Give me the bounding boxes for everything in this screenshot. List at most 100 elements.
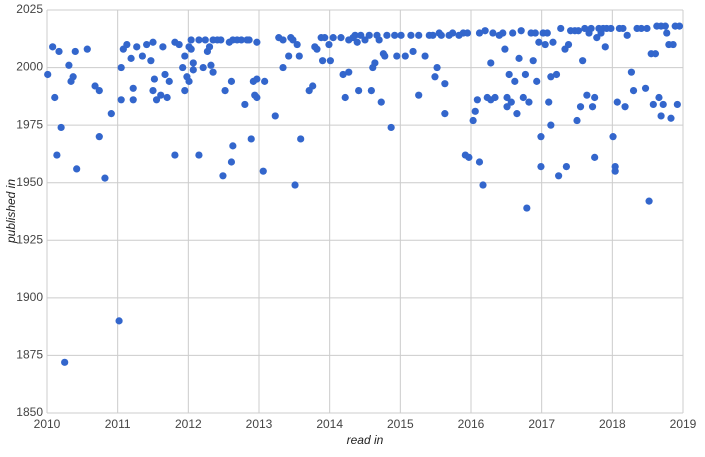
point	[637, 24, 645, 33]
point	[499, 29, 507, 37]
point	[663, 29, 671, 37]
point	[117, 63, 125, 72]
point	[229, 142, 237, 150]
point	[149, 87, 157, 95]
point	[431, 73, 439, 81]
x-tick-label: 2018	[599, 417, 626, 431]
point	[673, 100, 681, 109]
point	[509, 29, 517, 37]
point	[501, 45, 509, 53]
x-tick-label: 2012	[175, 417, 202, 431]
point	[541, 40, 549, 49]
point	[593, 34, 601, 42]
point	[588, 103, 597, 111]
point	[545, 98, 553, 106]
point	[415, 31, 423, 39]
point	[573, 116, 581, 125]
point	[253, 75, 261, 83]
point	[207, 61, 215, 69]
point	[205, 43, 214, 51]
point	[562, 162, 571, 171]
point	[129, 84, 137, 92]
point	[441, 80, 449, 88]
point	[391, 31, 399, 39]
point	[387, 123, 395, 132]
point	[195, 36, 203, 44]
point	[181, 87, 189, 95]
point	[449, 29, 457, 37]
point	[107, 110, 115, 118]
point	[623, 31, 631, 39]
y-tick-label: 1975	[16, 117, 43, 131]
point	[513, 110, 521, 118]
point	[601, 43, 609, 51]
point	[297, 135, 305, 143]
point	[313, 45, 321, 53]
point	[675, 22, 684, 30]
point	[481, 27, 489, 35]
point	[613, 98, 621, 106]
point	[475, 29, 484, 37]
point	[152, 96, 161, 104]
point	[101, 174, 109, 182]
point	[143, 40, 151, 49]
point	[535, 38, 543, 46]
point	[591, 153, 599, 161]
point	[609, 133, 617, 141]
point	[149, 38, 157, 46]
x-tick-label: 2013	[246, 417, 273, 431]
point	[587, 24, 595, 33]
point	[533, 77, 541, 85]
point	[409, 47, 417, 56]
point	[371, 59, 379, 67]
point	[65, 61, 73, 69]
point	[285, 52, 293, 60]
point	[471, 107, 479, 115]
point	[326, 57, 334, 65]
point	[71, 47, 79, 56]
point	[503, 93, 511, 102]
point	[645, 197, 653, 205]
point	[237, 36, 245, 44]
point	[429, 31, 437, 39]
x-tick-label: 2017	[528, 417, 555, 431]
point	[83, 45, 91, 53]
point	[181, 52, 189, 60]
x-axis-title: read in	[347, 433, 384, 447]
point	[171, 151, 179, 159]
point	[491, 93, 499, 102]
y-tick-label: 2025	[16, 2, 43, 16]
point	[479, 181, 487, 189]
point	[289, 36, 297, 44]
point	[309, 82, 317, 90]
point	[295, 52, 303, 60]
point	[487, 59, 495, 67]
point	[441, 110, 449, 118]
point	[129, 96, 137, 104]
point	[150, 75, 159, 83]
point	[564, 40, 573, 49]
point	[521, 70, 530, 79]
point	[649, 100, 657, 109]
point	[353, 38, 361, 46]
point	[401, 52, 409, 60]
point	[345, 68, 353, 76]
point	[253, 93, 261, 102]
point	[51, 93, 59, 102]
point	[669, 40, 677, 49]
point	[291, 181, 299, 189]
point	[351, 31, 359, 39]
point	[433, 63, 441, 72]
point	[537, 162, 545, 171]
point	[627, 68, 636, 76]
point	[165, 77, 173, 85]
point	[221, 87, 229, 95]
point	[629, 87, 638, 95]
point	[91, 82, 99, 90]
point	[473, 96, 481, 104]
point	[574, 27, 583, 35]
point	[337, 34, 345, 42]
point	[325, 40, 333, 49]
point	[583, 91, 591, 99]
